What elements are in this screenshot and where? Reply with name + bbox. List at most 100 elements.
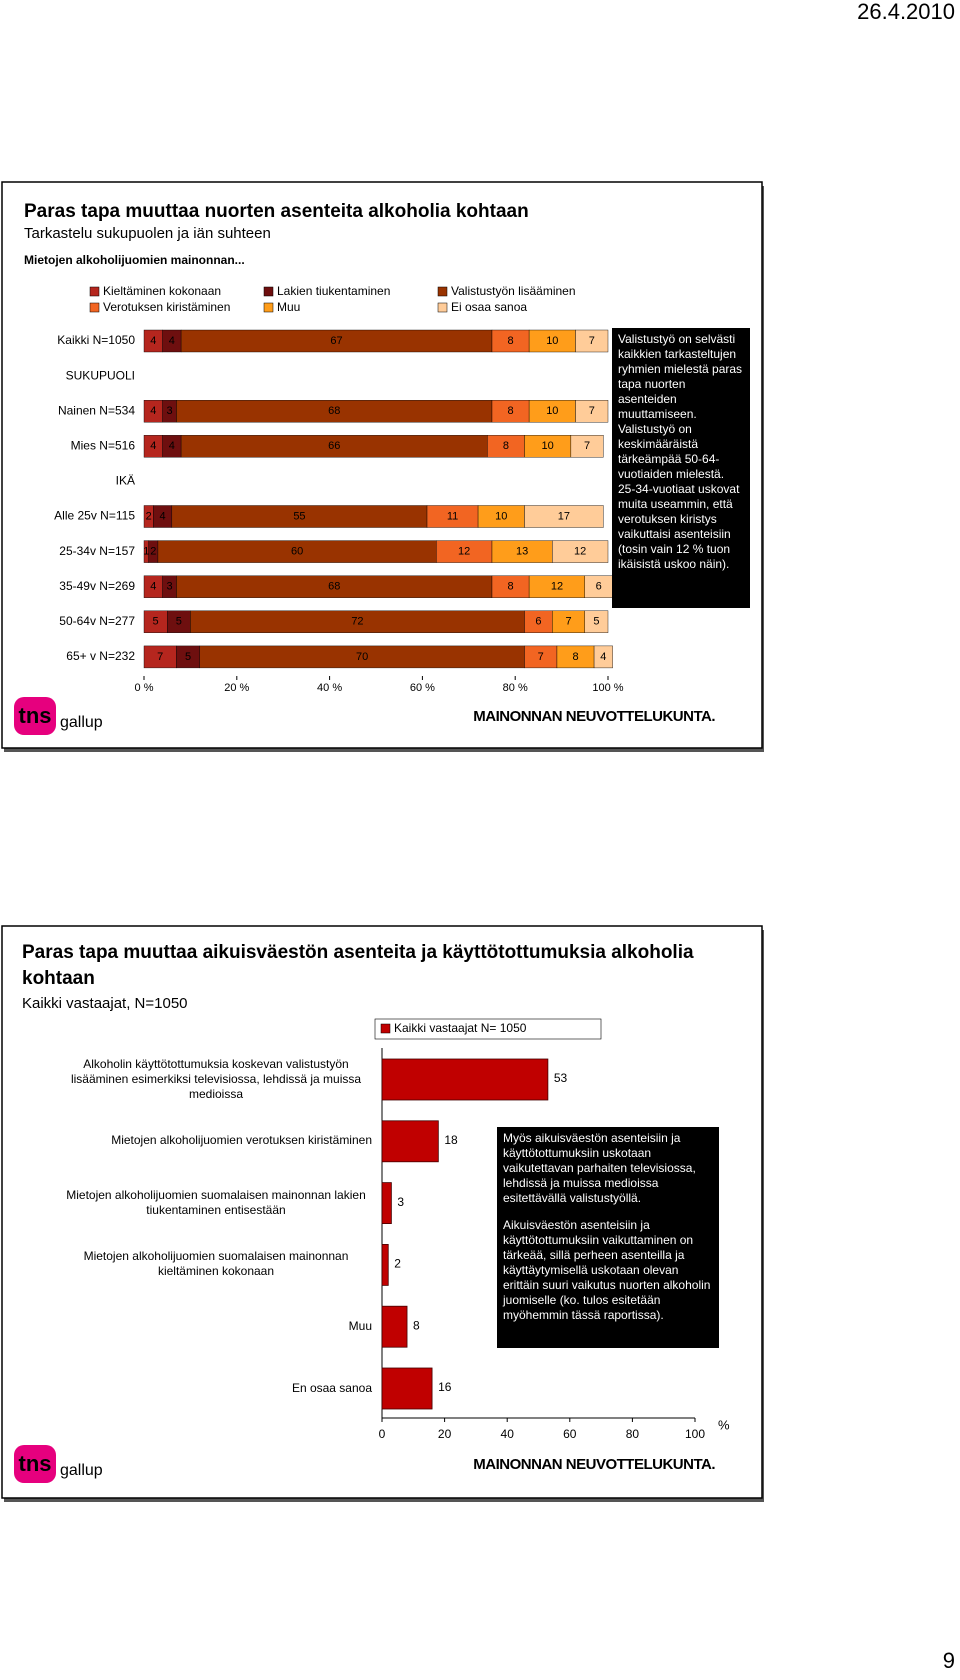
slide-title: Paras tapa muuttaa nuorten asenteita alk…	[24, 201, 529, 222]
segment-label: 4	[150, 581, 156, 593]
segment-label: 13	[516, 546, 528, 558]
x-axis-label: %	[718, 1417, 730, 1432]
segment-label: 4	[150, 405, 156, 417]
segment-label: 2	[150, 546, 156, 558]
annotation: Valistustyö on selvästi kaikkien tarkast…	[612, 328, 750, 608]
segment-label: 55	[293, 510, 305, 522]
segment-label: 4	[600, 651, 606, 663]
segment-label: 8	[507, 335, 513, 347]
segment-label: 7	[565, 616, 571, 628]
x-tick-label: 100 %	[592, 682, 623, 694]
segment-label: 7	[589, 405, 595, 417]
slide-title: Paras tapa muuttaa aikuisväestön asentei…	[22, 942, 694, 989]
row-label: 50-64v N=277	[59, 614, 135, 628]
category-label: Mietojen alkoholijuomien suomalaisen mai…	[66, 1187, 366, 1217]
logo-mark	[14, 697, 56, 735]
legend-label: Valistustyön lisääminen	[451, 284, 576, 298]
bar-segment	[524, 505, 604, 528]
legend-swatch	[89, 286, 100, 297]
segment-label: 7	[538, 651, 544, 663]
legend-swatch	[437, 286, 448, 297]
segment-label: 72	[351, 616, 363, 628]
bar	[381, 1367, 433, 1410]
logo-council: MAINONNAN NEUVOTTELUKUNTA.	[473, 1456, 715, 1473]
segment-label: 10	[546, 335, 558, 347]
row-label: Nainen N=534	[58, 403, 135, 417]
value-label: 8	[413, 1318, 420, 1332]
segment-label: 7	[157, 651, 163, 663]
segment-label: 5	[153, 616, 159, 628]
segment-label: 7	[589, 335, 595, 347]
legend-label: Kaikki vastaajat N= 1050	[394, 1021, 527, 1035]
annotation-paragraph: Myös aikuisväestön asenteisiin ja käyttö…	[503, 1131, 696, 1205]
legend-swatch	[380, 1023, 391, 1034]
segment-label: 7	[584, 440, 590, 452]
x-tick-label: 60	[563, 1427, 577, 1441]
bar-segment	[575, 329, 609, 353]
slide-subtitle: Kaikki vastaajat, N=1050	[22, 995, 188, 1012]
segment-label: 8	[507, 405, 513, 417]
segment-label: 8	[507, 581, 513, 593]
logo-tns: tns	[19, 703, 52, 728]
page-number: 9	[943, 1648, 955, 1673]
row-label: IKÄ	[116, 474, 135, 488]
logo-tns: tns	[19, 1451, 52, 1476]
value-label: 18	[444, 1133, 458, 1147]
segment-label: 10	[542, 440, 554, 452]
legend-swatch	[263, 286, 274, 297]
legend-label: Ei osaa sanoa	[451, 300, 527, 314]
bar-segment	[575, 400, 609, 423]
logo-council: MAINONNAN NEUVOTTELUKUNTA.	[473, 708, 715, 725]
value-label: 16	[438, 1380, 452, 1394]
row-label: 35-49v N=269	[59, 579, 135, 593]
segment-label: 5	[593, 616, 599, 628]
bar-segment	[552, 540, 609, 563]
value-label: 2	[394, 1257, 401, 1271]
row-label: 25-34v N=157	[59, 544, 135, 558]
segment-label: 6	[596, 581, 602, 593]
segment-label: 66	[328, 440, 340, 452]
row-label: SUKUPUOLI	[66, 368, 135, 382]
x-tick-label: 100	[685, 1427, 705, 1441]
segment-label: 17	[558, 510, 570, 522]
bar	[381, 1058, 549, 1101]
x-tick-label: 80 %	[503, 682, 528, 694]
segment-label: 1	[143, 546, 149, 558]
bar	[381, 1244, 389, 1286]
legend-label: Kieltäminen kokonaan	[103, 284, 221, 298]
bar-segment	[593, 645, 613, 669]
value-label: 53	[554, 1071, 568, 1085]
segment-label: 4	[159, 510, 165, 522]
value-label: 3	[397, 1195, 404, 1209]
segment-label: 12	[574, 546, 586, 558]
legend-swatch	[89, 302, 100, 313]
logo-mark	[14, 1445, 56, 1483]
legend-swatch	[263, 302, 274, 313]
segment-label: 2	[146, 510, 152, 522]
category-label: Mietojen alkoholijuomien verotuksen kiri…	[111, 1133, 372, 1148]
legend-swatch	[437, 302, 448, 313]
date: 26.4.2010	[857, 0, 955, 24]
category-label: Mietojen alkoholijuomien suomalaisen mai…	[83, 1249, 349, 1279]
segment-label: 4	[150, 440, 156, 452]
category-label: Muu	[348, 1318, 372, 1333]
segment-label: 4	[169, 440, 175, 452]
bar	[381, 1120, 439, 1163]
segment-label: 8	[572, 651, 578, 663]
legend-label: Muu	[277, 300, 300, 314]
logo-gallup: gallup	[60, 1462, 103, 1479]
segment-label: 12	[551, 581, 563, 593]
x-tick-label: 0	[379, 1427, 386, 1441]
category-label: Alkoholin käyttötottumuksia koskevan val…	[70, 1056, 362, 1101]
x-tick-label: 0 %	[135, 682, 154, 694]
segment-label: 8	[503, 440, 509, 452]
segment-label: 68	[328, 581, 340, 593]
segment-label: 12	[458, 546, 470, 558]
row-label: Mies N=516	[71, 438, 136, 452]
segment-label: 4	[150, 335, 156, 347]
row-label: Kaikki N=1050	[57, 333, 135, 347]
annotation: Myös aikuisväestön asenteisiin ja käyttö…	[497, 1127, 719, 1348]
x-tick-label: 60 %	[410, 682, 435, 694]
